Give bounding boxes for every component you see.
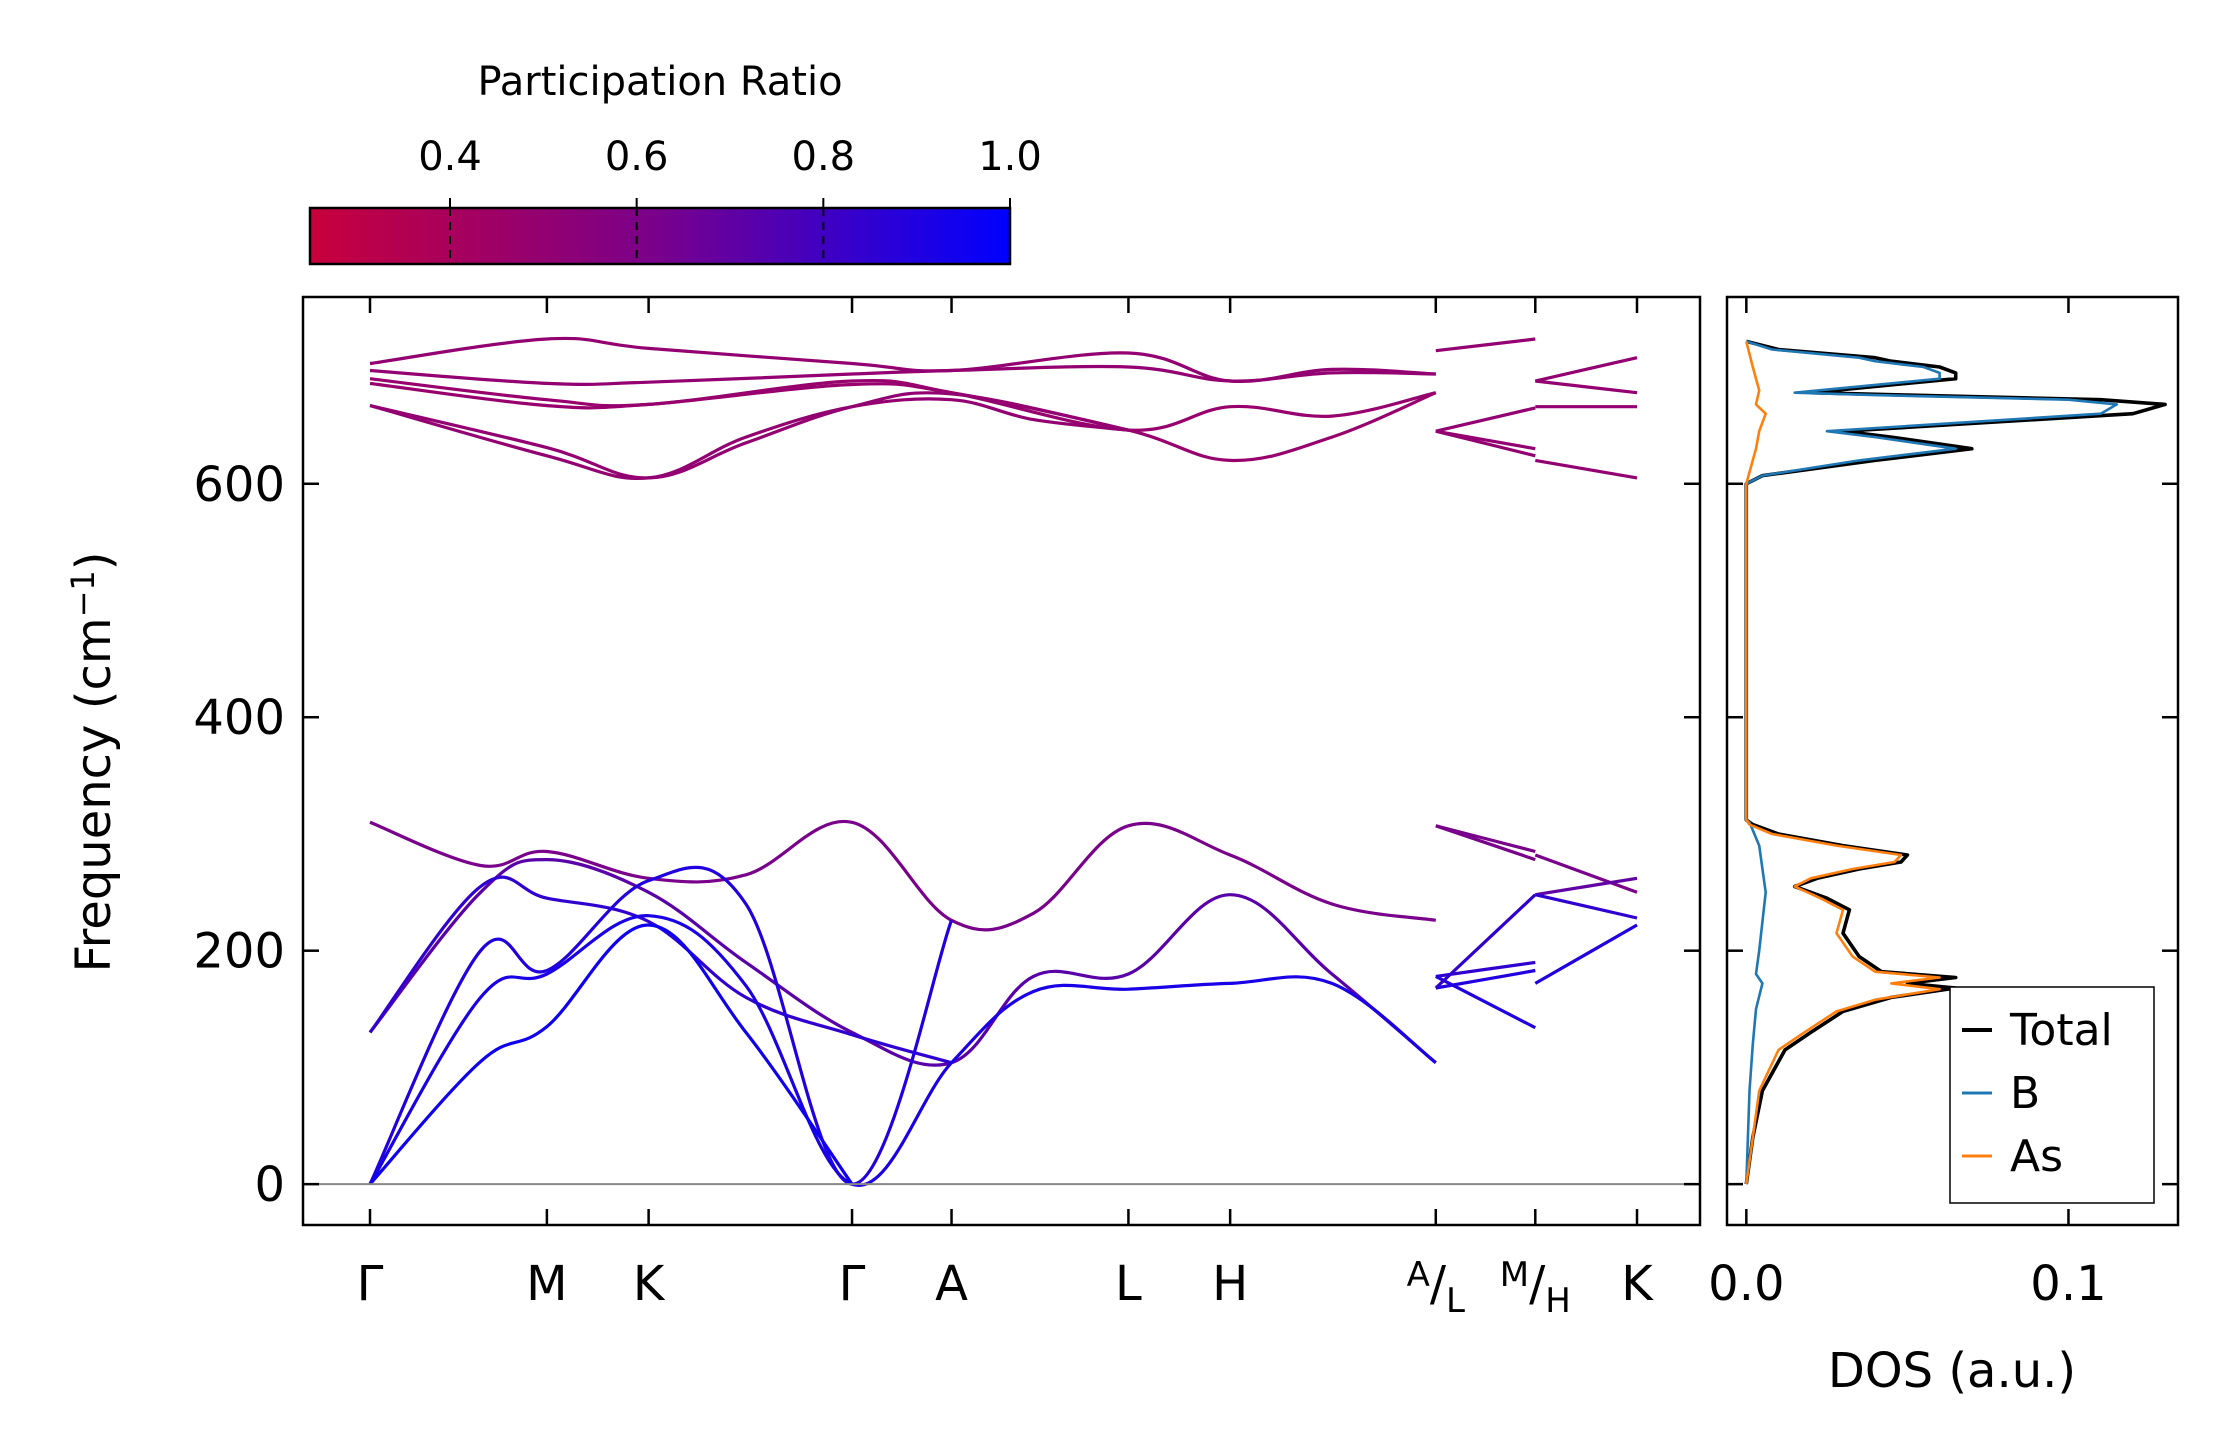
band-acoustic-6 bbox=[368, 923, 854, 1186]
y-tick-label: 600 bbox=[193, 457, 285, 513]
colorbar-tick-label: 1.0 bbox=[978, 134, 1042, 180]
band-optical-6 bbox=[369, 397, 1129, 481]
kpoint-label: M/H bbox=[1500, 1255, 1571, 1321]
band-HK-opt-2 bbox=[1535, 379, 1638, 395]
band-LM-ac-6 bbox=[1434, 893, 1537, 990]
kpoint-sub: L bbox=[1446, 1281, 1465, 1321]
band-HK-opt-4 bbox=[1535, 458, 1638, 480]
legend-label-total: Total bbox=[2009, 1005, 2113, 1056]
dos-lines bbox=[1744, 339, 2167, 1185]
band-LM-opt-4 bbox=[1435, 429, 1536, 458]
kpoint-label: A bbox=[935, 1256, 968, 1312]
kpoint-label: M bbox=[526, 1256, 567, 1312]
legend-label-as: As bbox=[2010, 1131, 2063, 1182]
kpoint-label: Γ bbox=[357, 1256, 384, 1312]
band-LM-opt-2 bbox=[1435, 406, 1536, 433]
band-HK-ac-2 bbox=[1535, 876, 1638, 897]
kpoint-label: L bbox=[1115, 1256, 1142, 1312]
colorbar-title: Participation Ratio bbox=[477, 59, 842, 105]
band-HK-ac-3 bbox=[1534, 923, 1638, 985]
band-HK-ac-1 bbox=[1534, 853, 1638, 894]
band-LM-opt-1 bbox=[1435, 337, 1536, 353]
dos-x-tick-label: 0.0 bbox=[1708, 1256, 1784, 1312]
dos-ticks: 0.0 0.1 bbox=[1708, 297, 2178, 1312]
kpoint-label: K bbox=[1621, 1256, 1654, 1312]
kpoint-sub: H bbox=[1545, 1281, 1571, 1321]
kpoint-sep: / bbox=[1529, 1256, 1546, 1312]
colorbar-gradient bbox=[308, 206, 1012, 266]
band-frame bbox=[301, 295, 1702, 1227]
dos-x-tick-label: 0.1 bbox=[2030, 1256, 2106, 1312]
legend: Total B As bbox=[1949, 986, 2155, 1204]
band-acoustic-top bbox=[369, 819, 1437, 932]
band-LM-ac-3 bbox=[1435, 960, 1536, 978]
band-acoustic-4 bbox=[368, 865, 953, 1186]
band-lines bbox=[368, 336, 1638, 1187]
band-optical-1 bbox=[369, 336, 1436, 384]
dos-panel: 0.0 0.1 DOS (a.u.) Total B As bbox=[1708, 295, 2180, 1399]
legend-label-b: B bbox=[2010, 1068, 2040, 1119]
kpoint-label: Γ bbox=[839, 1256, 866, 1312]
dos-b bbox=[1745, 340, 2119, 1185]
y-axis-label: Frequency (cm−1) bbox=[64, 551, 122, 972]
x-axis-label-dos: DOS (a.u.) bbox=[1828, 1343, 2076, 1399]
band-optical-2 bbox=[369, 364, 1436, 386]
band-LM-ac-4 bbox=[1435, 968, 1536, 990]
kpoint-sup: M bbox=[1500, 1255, 1529, 1295]
kpoint-label: H bbox=[1212, 1256, 1248, 1312]
band-acoustic-3 bbox=[368, 875, 952, 1065]
band-LM-ac-2 bbox=[1435, 824, 1536, 862]
band-optical-5 bbox=[369, 391, 1129, 480]
legend-items: Total B As bbox=[1962, 1005, 2113, 1182]
kpoint-sep: / bbox=[1430, 1256, 1447, 1312]
legend-box bbox=[1949, 986, 2155, 1204]
colorbar-tick-label: 0.4 bbox=[418, 134, 482, 180]
y-tick-label: 200 bbox=[193, 924, 285, 980]
band-LM-ac-5 bbox=[1435, 974, 1537, 1030]
colorbar-tick-label: 0.8 bbox=[792, 134, 856, 180]
colorbar-ticks: 0.4 0.6 0.8 1.0 bbox=[418, 134, 1042, 264]
dos-frame bbox=[1725, 295, 2180, 1227]
y-tick-label: 400 bbox=[193, 690, 285, 746]
dos-as bbox=[1745, 341, 1941, 1185]
kpoint-label: K bbox=[633, 1256, 666, 1312]
y-tick-label: 0 bbox=[254, 1157, 285, 1213]
band-HK-opt-1 bbox=[1534, 356, 1638, 383]
colorbar-tick-label: 0.6 bbox=[605, 134, 669, 180]
kpoint-sup: A bbox=[1407, 1255, 1430, 1295]
colorbar: Participation Ratio 0.4 0.6 0.8 1.0 bbox=[308, 59, 1042, 266]
band-optical-4 bbox=[369, 381, 1437, 463]
band-HK-ac-4 bbox=[1534, 893, 1638, 920]
kpoint-label: A/L bbox=[1407, 1255, 1465, 1321]
